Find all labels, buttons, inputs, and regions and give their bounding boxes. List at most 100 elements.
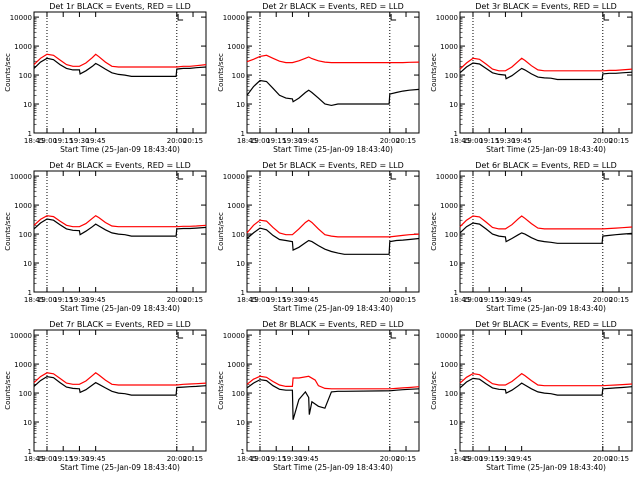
x-tick-label: 18:45: [450, 137, 470, 145]
series-line-events: [459, 377, 633, 396]
plot-frame: [459, 11, 633, 134]
bracket-marker: [603, 332, 610, 339]
y-tick-label: 1: [28, 130, 32, 138]
x-tick-label: 20:15: [183, 137, 203, 145]
chart-panel-9: Det 9r BLACK = Events, RED = LLD 1 10 100 10…: [430, 320, 633, 472]
x-tick-label: 19:45: [86, 455, 106, 463]
y-tick-label: 1: [28, 289, 32, 297]
y-tick-label: 100: [19, 72, 32, 80]
series-line-events: [33, 57, 207, 78]
series-line-lld: [459, 372, 633, 387]
y-tick-label: 10000: [436, 14, 458, 22]
y-tick-label: 1: [241, 130, 245, 138]
x-tick-label: 19:15: [266, 296, 286, 304]
chart-panel-4: Det 4r BLACK = Events, RED = LLD 1 10 100 10…: [4, 161, 207, 313]
x-tick-label: 19:15: [53, 137, 73, 145]
x-tick-label: 18:45: [237, 137, 257, 145]
x-tick-label: 20:00: [167, 296, 187, 304]
bracket-marker: [177, 14, 184, 21]
y-tick-label: 1000: [14, 202, 32, 210]
y-tick-label: 100: [445, 72, 458, 80]
y-tick-label: 10: [236, 419, 245, 427]
plot-frame: [459, 329, 633, 452]
y-tick-label: 100: [19, 231, 32, 239]
x-tick-label: 19:15: [266, 137, 286, 145]
plot-frame: [33, 329, 207, 452]
chart-title: Det 7r BLACK = Events, RED = LLD: [49, 320, 191, 329]
bracket-marker: [603, 14, 610, 21]
x-tick-label: 20:15: [396, 296, 416, 304]
x-tick-label: 19:30: [282, 137, 302, 145]
x-tick-label: 19:00: [37, 137, 57, 145]
y-tick-label: 10: [23, 419, 32, 427]
y-axis-label: Counts/sec: [217, 212, 225, 251]
x-axis-label: Start Time (25-Jan-09 18:43:40): [486, 304, 606, 313]
x-tick-label: 20:15: [609, 455, 629, 463]
y-tick-label: 100: [232, 72, 245, 80]
x-tick-label: 20:00: [593, 455, 613, 463]
chart-panel-2: Det 2r BLACK = Events, RED = LLD 1 10 100 10…: [217, 2, 420, 154]
series-line-lld: [246, 219, 420, 238]
chart-title: Det 1r BLACK = Events, RED = LLD: [49, 2, 191, 11]
series-line-lld: [246, 54, 420, 64]
x-tick-label: 20:15: [396, 455, 416, 463]
x-tick-label: 20:00: [167, 137, 187, 145]
chart-panel-5: Det 5r BLACK = Events, RED = LLD 1 10 100 10…: [217, 161, 420, 313]
y-tick-label: 1: [454, 289, 458, 297]
x-tick-label: 19:30: [69, 137, 89, 145]
x-tick-label: 19:00: [250, 137, 270, 145]
x-tick-label: 19:45: [512, 137, 532, 145]
x-axis-label: Start Time (25-Jan-09 18:43:40): [486, 145, 606, 154]
series-line-lld: [459, 215, 633, 230]
y-tick-label: 1000: [227, 202, 245, 210]
x-tick-label: 20:15: [609, 137, 629, 145]
x-tick-label: 19:30: [282, 455, 302, 463]
x-tick-label: 18:45: [450, 455, 470, 463]
x-tick-label: 19:00: [250, 296, 270, 304]
plot-frame: [246, 329, 420, 452]
x-tick-label: 19:45: [86, 296, 106, 304]
x-axis-label: Start Time (25-Jan-09 18:43:40): [273, 463, 393, 472]
y-tick-label: 1: [241, 289, 245, 297]
series-line-events: [246, 379, 420, 420]
x-axis-label: Start Time (25-Jan-09 18:43:40): [273, 304, 393, 313]
x-tick-label: 19:30: [282, 296, 302, 304]
y-axis-label: Counts/sec: [4, 212, 12, 251]
x-tick-label: 19:00: [37, 296, 57, 304]
y-tick-label: 1: [241, 448, 245, 456]
x-tick-label: 18:45: [237, 296, 257, 304]
x-tick-label: 19:15: [266, 455, 286, 463]
series-line-lld: [33, 372, 207, 386]
y-tick-label: 10000: [223, 14, 245, 22]
plot-frame: [246, 170, 420, 293]
series-line-events: [459, 62, 633, 81]
x-tick-label: 19:00: [250, 455, 270, 463]
x-axis-label: Start Time (25-Jan-09 18:43:40): [60, 145, 180, 154]
chart-title: Det 9r BLACK = Events, RED = LLD: [475, 320, 617, 329]
x-tick-label: 20:15: [609, 296, 629, 304]
y-tick-label: 100: [232, 231, 245, 239]
bracket-marker: [390, 173, 397, 180]
plot-frame: [33, 170, 207, 293]
y-tick-label: 1000: [440, 43, 458, 51]
x-tick-label: 20:15: [183, 296, 203, 304]
y-tick-label: 1: [454, 130, 458, 138]
x-tick-label: 20:00: [380, 137, 400, 145]
y-tick-label: 10: [23, 101, 32, 109]
x-tick-label: 19:00: [37, 455, 57, 463]
chart-title: Det 5r BLACK = Events, RED = LLD: [262, 161, 404, 170]
y-tick-label: 10: [236, 260, 245, 268]
x-tick-label: 19:15: [53, 455, 73, 463]
y-tick-label: 100: [445, 390, 458, 398]
y-tick-label: 1000: [227, 361, 245, 369]
x-tick-label: 19:45: [512, 296, 532, 304]
x-tick-label: 19:45: [512, 455, 532, 463]
x-tick-label: 20:15: [396, 137, 416, 145]
bracket-marker: [390, 14, 397, 21]
y-tick-label: 10: [449, 419, 458, 427]
series-line-events: [246, 227, 420, 255]
x-axis-label: Start Time (25-Jan-09 18:43:40): [60, 463, 180, 472]
x-axis-label: Start Time (25-Jan-09 18:43:40): [60, 304, 180, 313]
series-line-lld: [33, 214, 207, 228]
